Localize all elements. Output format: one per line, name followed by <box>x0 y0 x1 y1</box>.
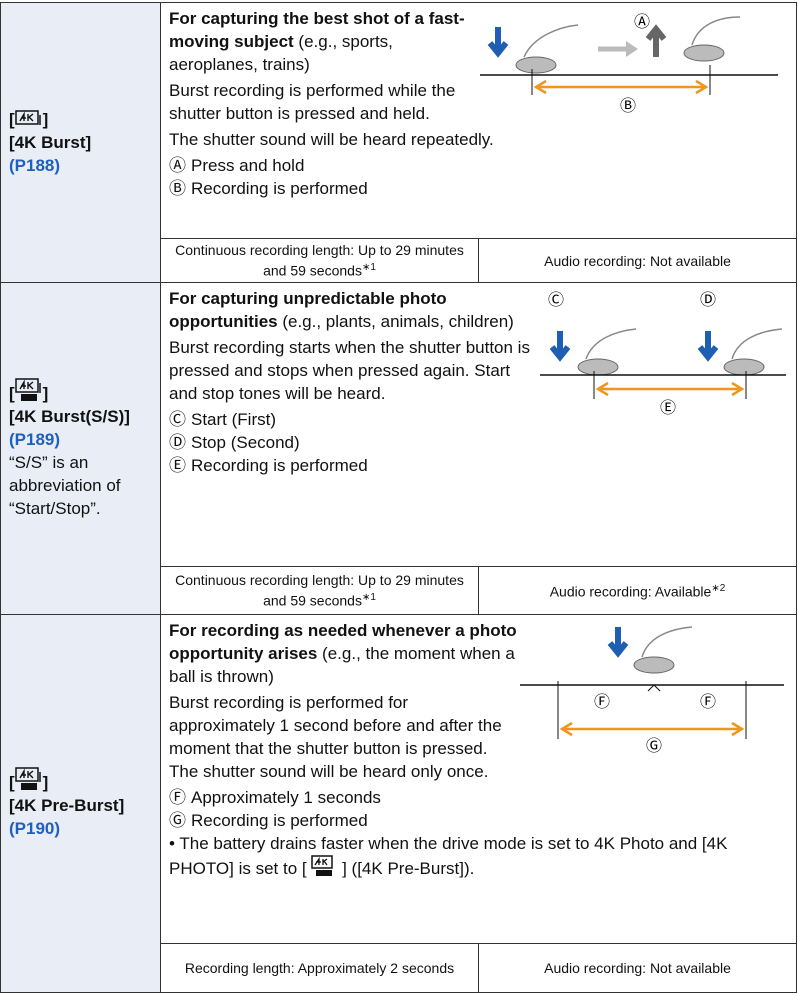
footnote-ref: ∗1 <box>361 592 376 604</box>
legend-key: Ⓖ <box>169 811 186 830</box>
spec-cell: Audio recording: Not available <box>478 943 797 993</box>
spec-cell: Recording length: Approximately 2 second… <box>160 943 479 993</box>
page-ref[interactable]: (P190) <box>9 819 61 838</box>
legend-text: Approximately 1 seconds <box>191 788 381 807</box>
legend-text: Press and hold <box>191 156 305 175</box>
heading-note: (e.g., plants, animals, children) <box>282 312 514 331</box>
legend-item: Ⓕ Approximately 1 seconds <box>169 786 788 809</box>
description-cell: Ⓐ Ⓑ For capturing the best shot of a fas… <box>160 2 797 239</box>
bullet-text: • The battery drains faster when the dri… <box>169 834 728 878</box>
legend-text: Recording is performed <box>191 179 368 198</box>
heading: For capturing unpredictable photo opport… <box>169 287 788 333</box>
bullet-note: • The battery drains faster when the dri… <box>169 832 788 880</box>
diagram: Ⓒ Ⓓ Ⓔ <box>540 291 786 417</box>
diagram-label: Ⓖ <box>646 737 662 755</box>
legend-key: Ⓓ <box>169 433 186 452</box>
bracket: [ <box>9 110 15 129</box>
legend-item: Ⓒ Start (First) <box>169 408 788 431</box>
diagram: Ⓕ Ⓕ Ⓖ <box>520 626 784 755</box>
spec-text: Audio recording: Not available <box>544 960 731 976</box>
heading-text: For capturing the best shot of a fast-mo… <box>169 9 465 51</box>
diagram-label: Ⓑ <box>620 97 636 115</box>
heading-text: For capturing unpredictable photo opport… <box>169 289 447 331</box>
diagram-label: Ⓓ <box>700 291 716 309</box>
legend-text: Start (First) <box>191 410 276 429</box>
legend-key: Ⓐ <box>169 156 186 175</box>
mode-cell: [] [4K Pre-Burst] (P190) <box>0 614 161 993</box>
legend-item: Ⓓ Stop (Second) <box>169 431 788 454</box>
diagram-label: Ⓐ <box>634 13 650 31</box>
heading-note: (e.g., sports, aeroplanes, trains) <box>169 32 393 74</box>
diagram: Ⓐ Ⓑ <box>480 13 778 115</box>
description-cell: Ⓕ Ⓕ Ⓖ For recording as needed whenever a… <box>160 614 797 944</box>
mode-cell: [] [4K Burst] (P188) <box>0 2 161 283</box>
bracket: ] <box>42 383 49 403</box>
page-ref[interactable]: (P189) <box>9 429 61 449</box>
mode-label: [4K Pre-Burst] <box>9 796 125 815</box>
legend-text: Recording is performed <box>191 456 368 475</box>
page-ref[interactable]: (P188) <box>9 156 61 175</box>
legend-item: Ⓐ Press and hold <box>169 154 788 177</box>
icon <box>14 767 41 790</box>
bracket: ] <box>42 110 49 129</box>
legend-text: Stop (Second) <box>191 433 300 452</box>
icon <box>14 377 41 401</box>
paragraph: Burst recording is performed while the s… <box>169 81 456 123</box>
row: [] [4K Burst(S/S)] (P189) “S/S” is an ab… <box>0 282 797 615</box>
spec-cell: Continuous recording length: Up to 29 mi… <box>160 238 479 283</box>
footnote-ref: ∗2 <box>711 583 726 595</box>
legend-item: Ⓔ Recording is performed <box>169 454 788 477</box>
spec-text: Continuous recording length: Up to 29 mi… <box>175 572 464 609</box>
description-cell: Ⓒ Ⓓ Ⓔ For capturing unpredictable photo … <box>160 282 797 567</box>
diagram-label: Ⓒ <box>548 291 564 309</box>
legend-key: Ⓔ <box>169 456 186 475</box>
legend-key: Ⓕ <box>169 788 186 807</box>
icon <box>311 855 334 876</box>
paragraph: Burst recording is performed for approxi… <box>169 693 502 781</box>
icon <box>14 110 41 125</box>
spec-text: Audio recording: Not available <box>544 252 731 269</box>
bullet-text: ] ([4K Pre-Burst]). <box>342 859 475 878</box>
spec-cell: Audio recording: Available∗2 <box>478 566 797 615</box>
mode-label: [4K Burst] <box>9 133 92 152</box>
legend-item: Ⓑ Recording is performed <box>169 177 788 200</box>
row: [] [4K Pre-Burst] (P190) Ⓕ Ⓕ Ⓖ For recor… <box>0 614 797 993</box>
bracket: [ <box>9 383 15 403</box>
paragraph: Burst recording starts when the shutter … <box>169 338 530 403</box>
mode-label: [4K Burst(S/S)] <box>9 406 130 426</box>
row: [] [4K Burst] (P188) Ⓐ Ⓑ For capturing t… <box>0 2 797 283</box>
diagram-label: Ⓕ <box>700 693 716 711</box>
footnote-ref: ∗1 <box>361 262 376 274</box>
spec-cell: Continuous recording length: Up to 29 mi… <box>160 566 479 615</box>
spec-row: Recording length: Approximately 2 second… <box>1 943 797 993</box>
spec-row: Continuous recording length: Up to 29 mi… <box>1 238 797 283</box>
bracket: [ <box>9 773 15 792</box>
diagram-label: Ⓔ <box>660 399 676 417</box>
spec-text: Continuous recording length: Up to 29 mi… <box>175 242 464 279</box>
spec-cell: Audio recording: Not available <box>478 238 797 283</box>
mode-cell: [] [4K Burst(S/S)] (P189) “S/S” is an ab… <box>0 282 161 615</box>
heading-note: (e.g., the moment when a ball is thrown) <box>169 644 515 686</box>
legend-key: Ⓒ <box>169 410 186 429</box>
heading: For capturing the best shot of a fast-mo… <box>169 7 788 76</box>
legend-key: Ⓑ <box>169 179 186 198</box>
heading-text: For recording as needed whenever a photo… <box>169 621 517 663</box>
bracket: ] <box>42 773 49 792</box>
paragraph: The shutter sound will be heard repeated… <box>169 130 494 149</box>
spec-text: Recording length: Approximately 2 second… <box>184 960 455 976</box>
spec-text: Audio recording: Available <box>549 583 712 600</box>
legend-item: Ⓖ Recording is performed <box>169 809 788 832</box>
legend-text: Recording is performed <box>191 811 368 830</box>
diagram-label: Ⓕ <box>594 693 610 711</box>
remark: “S/S” is an abbreviation of “Start/Stop”… <box>9 452 121 518</box>
heading: For recording as needed whenever a photo… <box>169 619 788 688</box>
